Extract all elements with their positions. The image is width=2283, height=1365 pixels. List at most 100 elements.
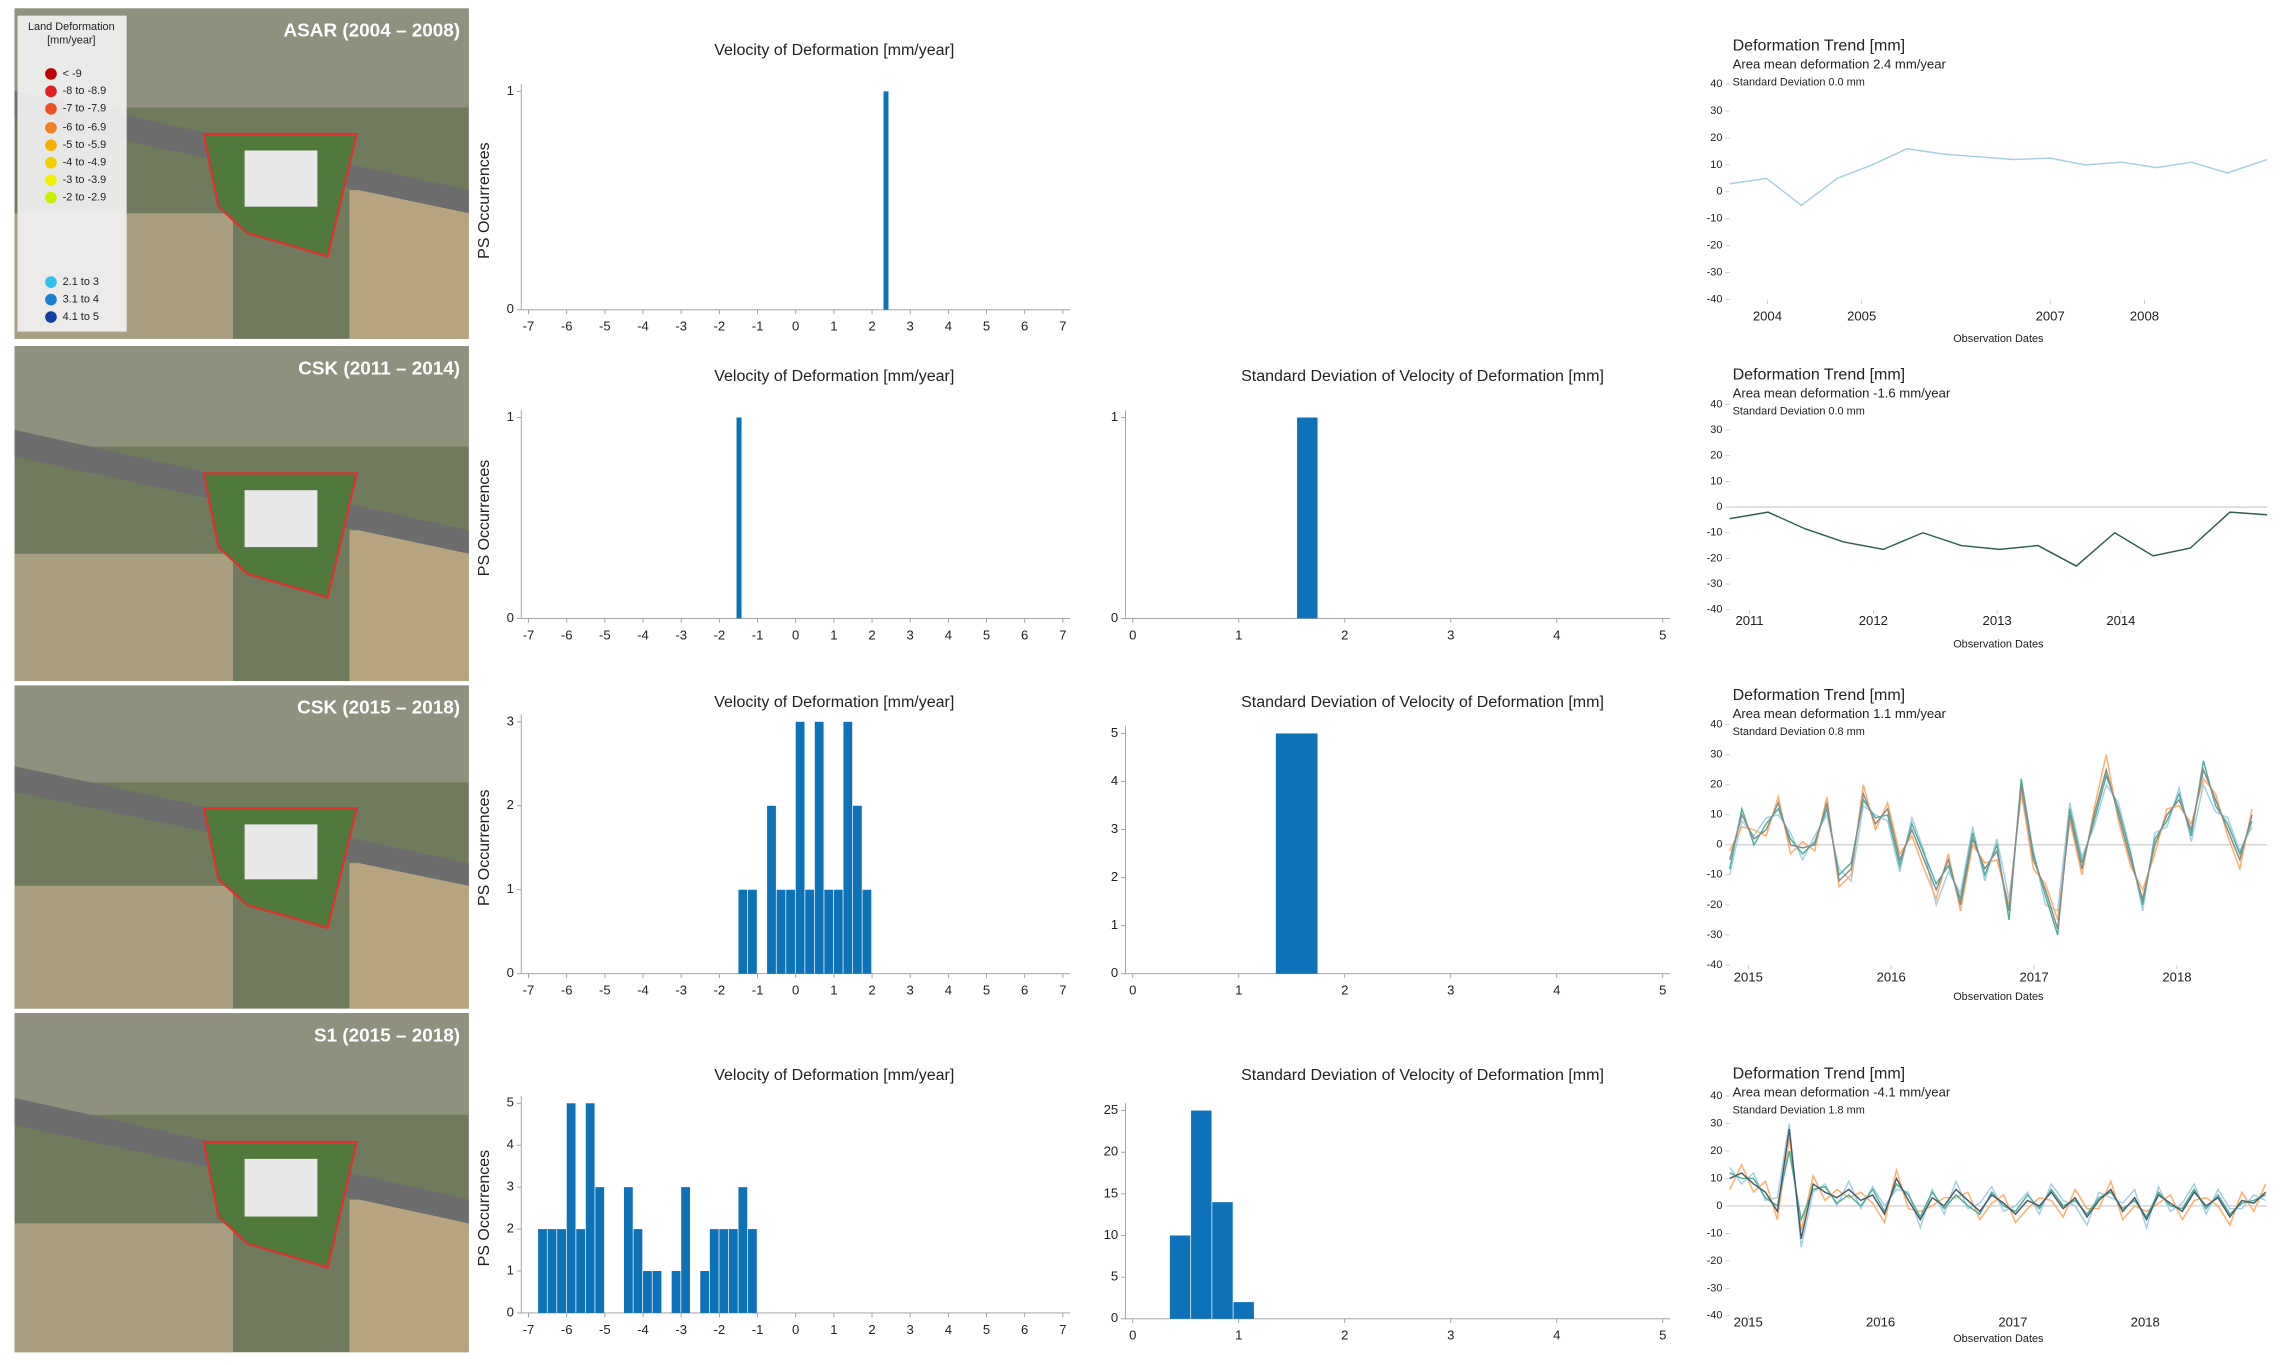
trend-line bbox=[1729, 760, 2253, 936]
histogram-bar bbox=[1169, 1235, 1191, 1319]
x-tick-label: 3 bbox=[907, 627, 914, 642]
y-tick-label: 20 bbox=[1104, 1144, 1119, 1159]
x-tick-label: 3 bbox=[1447, 1328, 1454, 1343]
x-tick-label: 2011 bbox=[1735, 613, 1763, 628]
x-tick-label: 3 bbox=[1447, 627, 1454, 642]
histogram-bar bbox=[585, 1103, 595, 1313]
x-tick-label: -2 bbox=[714, 983, 726, 998]
y-tick-label: 3 bbox=[507, 713, 514, 728]
x-tick-label: -2 bbox=[714, 1322, 726, 1337]
histogram-bar bbox=[681, 1187, 691, 1313]
x-tick-label: 6 bbox=[1021, 319, 1028, 334]
x-axis-label: Observation Dates bbox=[1953, 991, 2044, 1003]
trend-line bbox=[1729, 1137, 2267, 1231]
y-tick-label: 20 bbox=[1710, 1145, 1722, 1157]
legend-swatch bbox=[45, 139, 57, 152]
x-tick-label: 4 bbox=[945, 627, 952, 642]
y-tick-label: -40 bbox=[1707, 1310, 1723, 1322]
histogram-bar bbox=[1191, 1110, 1212, 1319]
y-tick-label: 1 bbox=[1111, 409, 1118, 424]
x-tick-label: 1 bbox=[830, 627, 837, 642]
x-tick-label: 2017 bbox=[1998, 1315, 2027, 1330]
legend-label: -8 to -8.9 bbox=[63, 85, 107, 97]
y-tick-label: 2 bbox=[1111, 869, 1118, 884]
y-tick-label: -20 bbox=[1707, 1255, 1723, 1267]
chart-subtitle: Area mean deformation -4.1 mm/year bbox=[1733, 1085, 1951, 1100]
chart-title: Standard Deviation of Velocity of Deform… bbox=[1241, 1067, 1604, 1084]
legend-swatch bbox=[45, 191, 57, 204]
x-tick-label: -4 bbox=[637, 627, 649, 642]
x-tick-label: 2014 bbox=[2106, 613, 2135, 628]
x-tick-label: 2 bbox=[1341, 983, 1348, 998]
histogram-bar bbox=[736, 417, 742, 619]
histogram-bar bbox=[738, 889, 748, 974]
histogram-bar bbox=[1297, 417, 1318, 619]
y-tick-label: 20 bbox=[1710, 450, 1722, 462]
histogram-bar bbox=[576, 1229, 586, 1313]
x-axis-label: Observation Dates bbox=[1953, 333, 2044, 345]
histogram-bar bbox=[633, 1229, 643, 1313]
x-tick-label: 2008 bbox=[2130, 308, 2159, 323]
histogram-bar bbox=[719, 1229, 729, 1313]
histogram-bar bbox=[862, 889, 872, 974]
y-tick-label: 0 bbox=[1111, 965, 1118, 980]
legend-label: -5 to -5.9 bbox=[63, 139, 107, 151]
legend-swatch bbox=[45, 174, 57, 187]
y-tick-label: 10 bbox=[1710, 475, 1722, 487]
legend-label: < -9 bbox=[63, 68, 82, 80]
x-tick-label: 7 bbox=[1059, 1322, 1066, 1337]
x-axis-label: Observation Dates bbox=[1953, 639, 2044, 651]
legend-swatch bbox=[45, 293, 57, 306]
trend-line bbox=[1729, 754, 2253, 921]
legend-label: -4 to -4.9 bbox=[63, 157, 107, 169]
y-tick-label: 1 bbox=[507, 1262, 514, 1277]
map-field bbox=[349, 863, 469, 1009]
x-tick-label: -5 bbox=[599, 1322, 611, 1337]
x-tick-label: 1 bbox=[830, 1322, 837, 1337]
x-tick-label: 2 bbox=[868, 627, 875, 642]
y-tick-label: 0 bbox=[507, 965, 514, 980]
y-tick-label: 15 bbox=[1104, 1185, 1119, 1200]
x-tick-label: -2 bbox=[714, 627, 726, 642]
x-tick-label: -6 bbox=[561, 1322, 573, 1337]
trend-line bbox=[1729, 147, 2268, 207]
map-field bbox=[349, 1199, 469, 1353]
legend-title: Land Deformation bbox=[28, 21, 115, 33]
histogram-bar bbox=[843, 721, 853, 974]
y-tick-label: 0 bbox=[1111, 1310, 1118, 1325]
x-tick-label: -7 bbox=[523, 983, 535, 998]
x-tick-label: 5 bbox=[983, 1322, 990, 1337]
histogram-bar bbox=[747, 889, 757, 974]
legend-swatch bbox=[45, 276, 57, 288]
chart-title: Deformation Trend [mm] bbox=[1733, 1065, 1906, 1082]
x-tick-label: 4 bbox=[1553, 627, 1560, 642]
x-tick-label: 5 bbox=[983, 983, 990, 998]
x-tick-label: -6 bbox=[561, 983, 573, 998]
x-axis-label: Observation Dates bbox=[1953, 1333, 2044, 1345]
y-tick-label: 4 bbox=[507, 1137, 514, 1152]
histogram-bar bbox=[883, 91, 889, 310]
x-tick-label: -3 bbox=[675, 983, 687, 998]
x-tick-label: 5 bbox=[1659, 1328, 1666, 1343]
x-tick-label: -5 bbox=[599, 983, 611, 998]
histogram-chart: Standard Deviation of Velocity of Deform… bbox=[1111, 368, 1671, 642]
legend-swatch bbox=[45, 68, 57, 80]
y-tick-label: 40 bbox=[1710, 78, 1722, 90]
histogram-chart: Standard Deviation of Velocity of Deform… bbox=[1104, 1067, 1671, 1343]
y-tick-label: -10 bbox=[1707, 869, 1723, 881]
x-tick-label: 3 bbox=[907, 319, 914, 334]
x-tick-label: -5 bbox=[599, 319, 611, 334]
x-tick-label: -6 bbox=[561, 319, 573, 334]
histogram-bar bbox=[786, 889, 795, 974]
chart-title: Velocity of Deformation [mm/year] bbox=[714, 368, 954, 385]
y-tick-label: -30 bbox=[1707, 929, 1723, 941]
y-tick-label: 1 bbox=[507, 409, 514, 424]
x-tick-label: 4 bbox=[1553, 1328, 1560, 1343]
x-tick-label: 6 bbox=[1021, 627, 1028, 642]
chart-title: Velocity of Deformation [mm/year] bbox=[714, 694, 954, 711]
legend-swatch bbox=[45, 121, 57, 134]
histogram-bar bbox=[738, 1187, 748, 1313]
x-tick-label: 4 bbox=[945, 319, 952, 334]
